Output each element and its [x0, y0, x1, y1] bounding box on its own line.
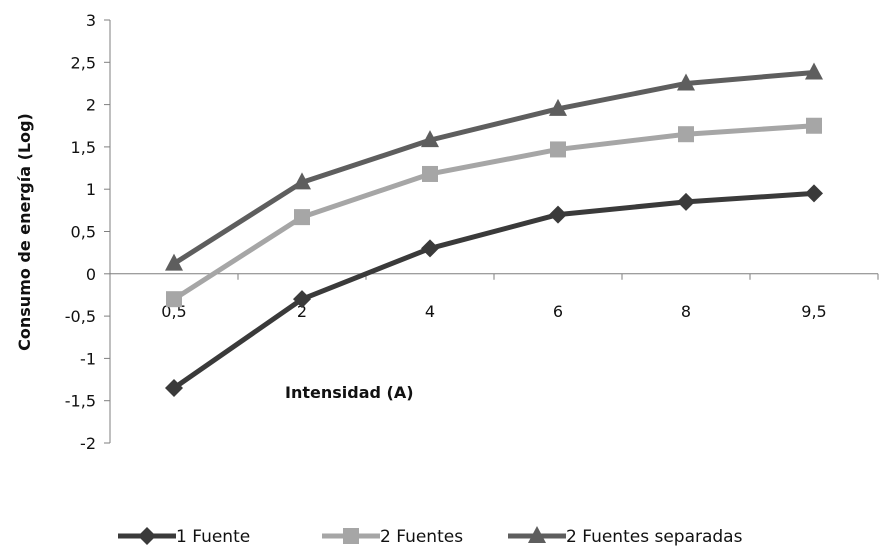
data-point — [421, 130, 439, 148]
series-3 — [165, 62, 823, 271]
x-tick-label: 9,5 — [801, 302, 826, 321]
x-tick-label: 2 — [297, 302, 307, 321]
data-point — [549, 98, 567, 116]
y-tick-label: 1 — [86, 180, 96, 199]
y-tick-label: 2 — [86, 96, 96, 115]
legend-item-2: 2 Fuentes — [322, 527, 463, 547]
data-point — [805, 62, 823, 80]
data-point — [550, 141, 566, 158]
series-layer — [165, 62, 823, 398]
legend-marker — [138, 527, 156, 545]
legend-item-3: 2 Fuentes separadas — [508, 526, 743, 547]
y-tick-label: -1 — [80, 349, 96, 368]
data-point — [421, 239, 439, 258]
data-point — [806, 117, 822, 134]
data-point — [677, 73, 695, 91]
y-tick-label: 2,5 — [71, 53, 96, 72]
series-line — [172, 69, 815, 266]
axes — [104, 19, 879, 444]
legend: 1 Fuente 2 Fuentes 2 Fuentes separadas — [118, 526, 743, 547]
legend-label: 1 Fuente — [176, 527, 250, 547]
data-point — [293, 290, 311, 309]
series-2 — [166, 117, 822, 308]
series-line — [172, 123, 815, 302]
legend-marker — [528, 526, 546, 543]
legend-marker — [343, 528, 359, 544]
y-tick-label: -1,5 — [65, 392, 96, 411]
data-point — [294, 209, 310, 226]
series-1 — [165, 184, 823, 398]
x-tick-label: 6 — [553, 302, 563, 321]
data-point — [293, 172, 311, 190]
y-tick-label: -2 — [80, 434, 96, 453]
legend-item-1: 1 Fuente — [118, 527, 250, 547]
legend-label: 2 Fuentes — [380, 527, 463, 547]
data-point — [165, 253, 183, 271]
data-point — [166, 291, 182, 308]
y-tick-label: -0,5 — [65, 307, 96, 326]
data-point — [165, 379, 183, 398]
x-tick-label: 4 — [425, 302, 435, 321]
data-point — [422, 165, 438, 182]
data-point — [678, 126, 694, 143]
data-point — [549, 205, 567, 224]
y-tick-label: 0 — [86, 265, 96, 284]
legend-label: 2 Fuentes separadas — [566, 527, 743, 547]
y-tick-label: 3 — [86, 11, 96, 30]
y-axis-title: Consumo de energía (Log) — [15, 113, 34, 351]
x-axis-title: Intensidad (A) — [285, 383, 414, 402]
data-point — [677, 192, 695, 211]
y-tick-label: 1,5 — [71, 138, 96, 157]
y-tick-label: 0,5 — [71, 223, 96, 242]
series-line — [172, 190, 815, 391]
x-tick-label: 8 — [681, 302, 691, 321]
data-point — [805, 184, 823, 203]
